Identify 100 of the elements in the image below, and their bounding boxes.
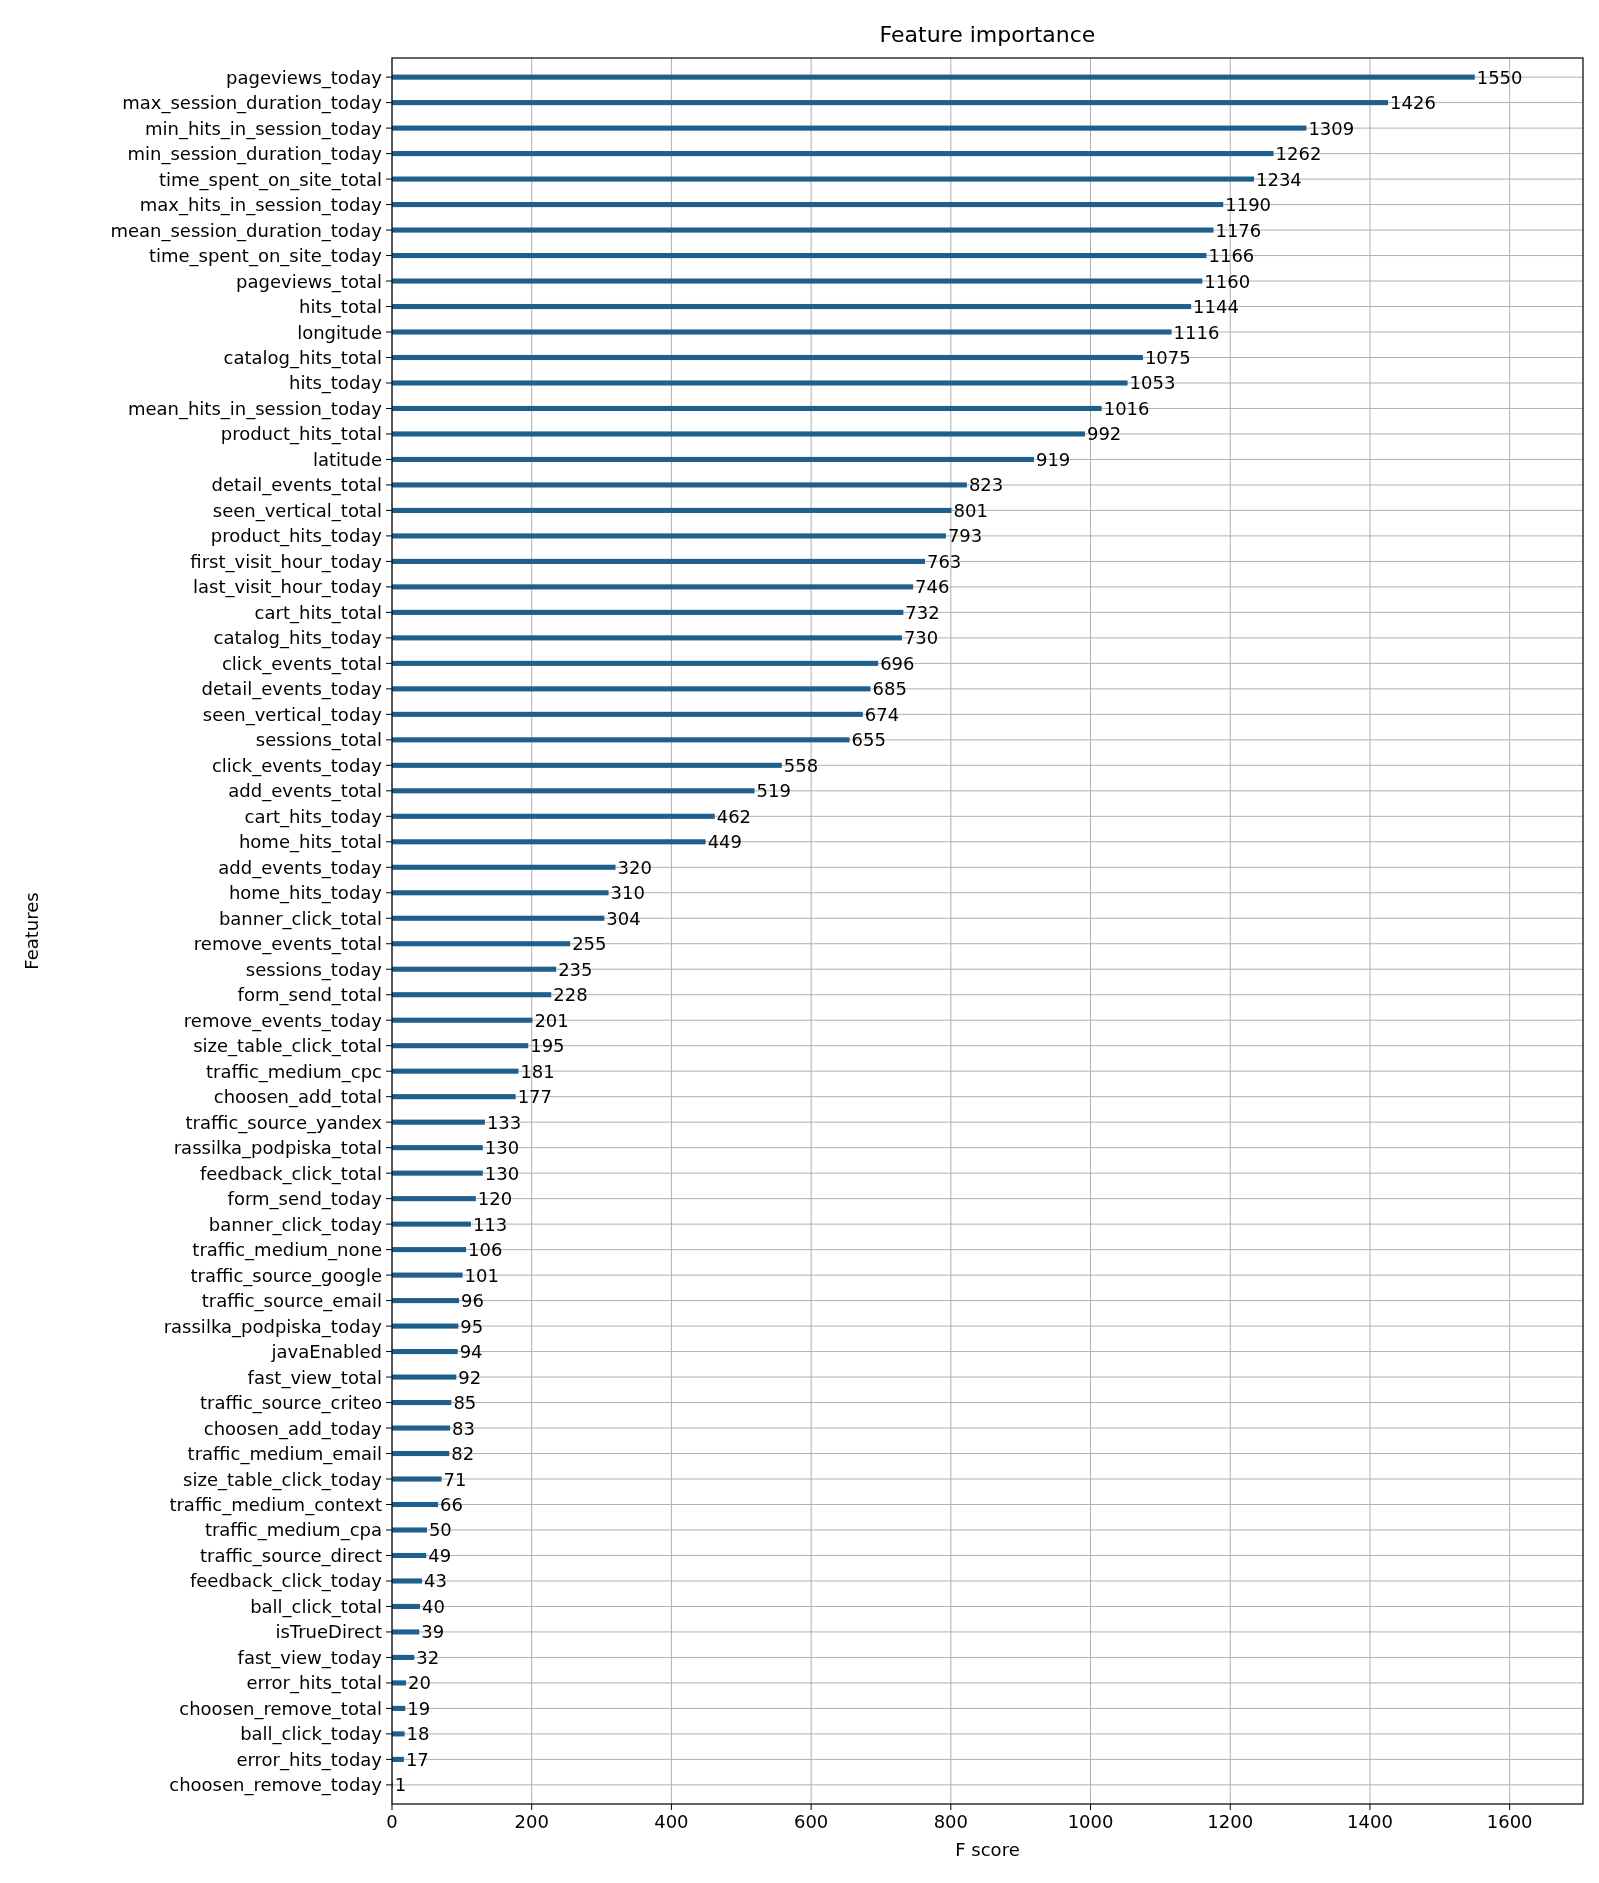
- y-tick-label: click_events_today: [211, 754, 383, 777]
- y-tick-label: home_hits_today: [228, 882, 383, 905]
- y-tick-label: cart_hits_today: [244, 805, 383, 828]
- y-tick-label: fast_view_total: [247, 1366, 382, 1389]
- y-tick-label: rassilka_podpiska_total: [173, 1137, 382, 1160]
- y-tick-label: time_spent_on_site_total: [158, 168, 382, 191]
- y-tick-label: seen_vertical_total: [212, 499, 382, 522]
- y-tick-label: choosen_remove_today: [169, 1774, 383, 1797]
- data-label: 130: [484, 1162, 520, 1184]
- data-label: 66: [440, 1494, 464, 1515]
- data-label: 696: [880, 652, 915, 674]
- x-tick-label: 1600: [1486, 1811, 1533, 1832]
- y-tick-label: catalog_hits_total: [223, 347, 382, 369]
- y-tick-label: sessions_today: [245, 958, 383, 981]
- data-label: 558: [783, 754, 819, 776]
- data-label: 32: [416, 1646, 440, 1668]
- y-tick-label: traffic_source_email: [201, 1290, 382, 1313]
- y-tick-label: min_session_duration_today: [127, 143, 383, 166]
- x-tick-label: 1400: [1347, 1811, 1393, 1832]
- y-tick-label: product_hits_total: [220, 423, 382, 446]
- data-label: 17: [405, 1748, 429, 1770]
- data-label: 462: [716, 805, 752, 827]
- y-tick-label: form_send_total: [237, 984, 382, 1007]
- y-tick-label: ball_click_today: [240, 1723, 383, 1746]
- y-tick-label: longitude: [297, 321, 382, 343]
- y-tick-label: traffic_source_yandex: [185, 1111, 383, 1134]
- y-tick-label: detail_events_total: [211, 474, 382, 497]
- data-label: 96: [461, 1290, 484, 1312]
- data-label: 519: [756, 780, 791, 802]
- y-tick-label: mean_hits_in_session_today: [127, 397, 383, 420]
- y-tick-label: isTrueDirect: [275, 1621, 382, 1643]
- data-label: 1426: [1390, 92, 1436, 114]
- data-label: 449: [707, 831, 742, 853]
- y-tick-label: choosen_add_today: [203, 1417, 383, 1440]
- y-tick-label: traffic_source_direct: [199, 1544, 382, 1567]
- data-label: 1262: [1275, 143, 1322, 165]
- y-tick-label: catalog_hits_today: [213, 627, 383, 650]
- data-label: 40: [421, 1595, 445, 1617]
- data-label: 83: [451, 1417, 475, 1439]
- y-tick-label: hits_total: [298, 296, 382, 319]
- data-label: 320: [617, 856, 652, 878]
- data-label: 49: [428, 1544, 452, 1566]
- y-axis-title: Features: [21, 892, 42, 970]
- data-label: 18: [406, 1723, 430, 1745]
- y-tick-label: pageviews_today: [226, 66, 383, 89]
- data-label: 823: [968, 474, 1004, 496]
- data-label: 1116: [1173, 321, 1220, 343]
- data-label: 195: [530, 1035, 565, 1057]
- y-tick-label: ball_click_total: [250, 1595, 382, 1618]
- y-tick-label: size_table_click_today: [183, 1468, 383, 1491]
- y-tick-label: last_visit_hour_today: [193, 576, 383, 599]
- y-tick-label: home_hits_total: [238, 831, 382, 854]
- y-tick-label: first_visit_hour_today: [190, 550, 383, 573]
- y-tick-label: max_session_duration_today: [122, 92, 383, 115]
- data-label: 1190: [1225, 194, 1272, 216]
- y-tick-label: error_hits_total: [246, 1672, 382, 1695]
- y-tick-label: mean_session_duration_today: [110, 219, 383, 242]
- y-tick-label: time_spent_on_site_today: [148, 245, 383, 268]
- data-label: 130: [484, 1137, 520, 1159]
- x-tick-label: 600: [793, 1811, 829, 1832]
- data-label: 20: [407, 1672, 431, 1694]
- data-label: 106: [468, 1239, 503, 1261]
- y-tick-label: traffic_medium_context: [169, 1494, 382, 1516]
- y-tick-label: feedback_click_today: [189, 1570, 383, 1593]
- data-label: 1: [394, 1774, 407, 1796]
- y-tick-label: traffic_source_criteo: [199, 1392, 382, 1415]
- y-tick-label: traffic_source_google: [190, 1264, 382, 1287]
- data-label: 655: [851, 729, 886, 751]
- data-label: 101: [464, 1264, 499, 1286]
- data-label: 685: [872, 678, 907, 700]
- data-label: 133: [486, 1111, 522, 1133]
- y-tick-label: add_events_today: [218, 856, 383, 879]
- data-label: 1144: [1193, 296, 1239, 318]
- data-label: 120: [477, 1188, 513, 1210]
- data-label: 82: [451, 1443, 475, 1465]
- data-label: 732: [905, 601, 940, 623]
- data-label: 85: [453, 1392, 477, 1414]
- data-label: 181: [520, 1060, 555, 1082]
- y-tick-label: sessions_total: [255, 729, 382, 752]
- y-tick-label: seen_vertical_today: [202, 703, 383, 726]
- y-tick-label: traffic_medium_cpc: [206, 1060, 382, 1083]
- y-tick-label: fast_view_today: [237, 1646, 383, 1669]
- y-tick-label: javaEnabled: [270, 1341, 382, 1363]
- data-label: 310: [610, 882, 645, 904]
- y-tick-label: remove_events_total: [193, 933, 382, 956]
- y-tick-label: choosen_remove_total: [179, 1697, 382, 1720]
- x-tick-label: 1200: [1207, 1811, 1254, 1832]
- y-tick-label: rassilka_podpiska_today: [163, 1315, 383, 1338]
- x-tick-label: 0: [386, 1811, 398, 1832]
- data-label: 92: [458, 1366, 482, 1388]
- data-label: 730: [903, 627, 939, 649]
- y-tick-label: hits_today: [288, 372, 383, 395]
- y-tick-label: banner_click_today: [208, 1213, 383, 1236]
- data-label: 1309: [1308, 117, 1355, 139]
- data-label: 19: [407, 1697, 431, 1719]
- data-label: 1160: [1204, 270, 1251, 292]
- chart-title: Feature importance: [879, 22, 1096, 47]
- y-tick-label: cart_hits_total: [254, 601, 382, 624]
- data-label: 94: [459, 1341, 483, 1363]
- data-label: 992: [1086, 423, 1122, 445]
